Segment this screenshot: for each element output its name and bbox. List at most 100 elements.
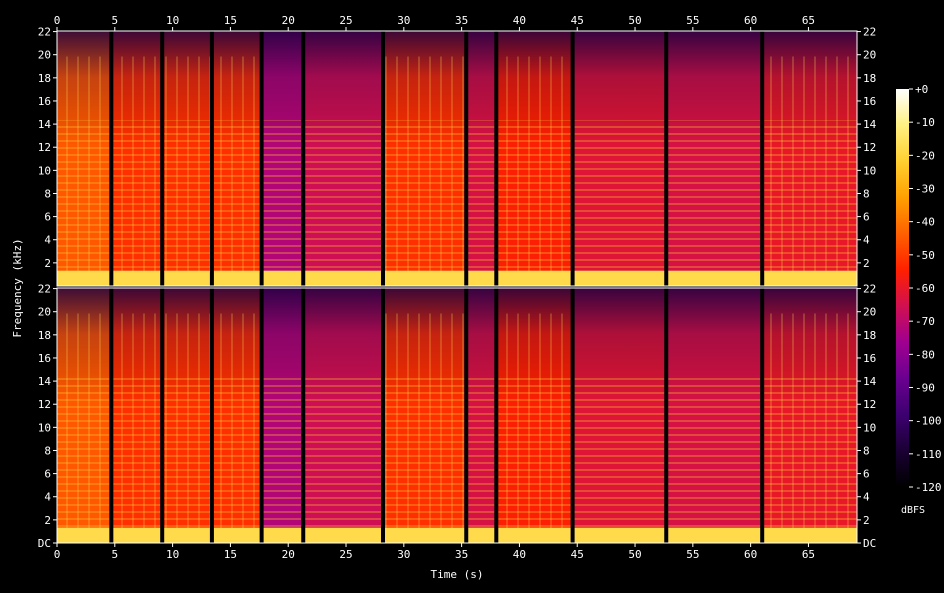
segment-transients [111, 313, 163, 543]
y-tick-label-right: 18 [863, 329, 876, 342]
silence-gap-2-9 [570, 288, 575, 543]
silence-gap-2-1 [109, 288, 114, 543]
x-tick-label-top: 15 [224, 14, 237, 27]
segment-low-band [762, 527, 857, 543]
segment-low-band [211, 527, 262, 543]
y-tick-label-right: 12 [863, 141, 876, 154]
segment-1-4 [211, 31, 262, 286]
y-tick-label-right: 20 [863, 49, 876, 62]
segment-low-band [162, 270, 212, 286]
y-tick-label-right: 16 [863, 352, 876, 365]
spectrogram-panels [57, 31, 857, 543]
x-axis-bottom: 0 5 10 15 20 25 30 35 40 45 50 55 60 65 [54, 543, 815, 561]
y-tick-label-left: DC [38, 537, 51, 550]
segment-harmonics [466, 377, 497, 543]
colorbar-tick-label: -100 [915, 415, 942, 428]
segment-low-band [261, 527, 304, 543]
segment-low-band [261, 270, 304, 286]
segment-transients [111, 56, 163, 286]
segment-low-band [383, 527, 467, 543]
x-axis-top: 0 5 10 15 20 25 30 35 40 45 50 55 60 65 [54, 14, 815, 31]
y-tick-label-right: 14 [863, 375, 877, 388]
silence-gap-1-8 [494, 31, 499, 286]
y-tick-label-left: 16 [38, 95, 51, 108]
silence-gap-1-10 [664, 31, 669, 286]
segment-1-7 [383, 31, 467, 286]
y-tick-label-left: 6 [44, 211, 51, 224]
y-tick-label-right: 14 [863, 118, 877, 131]
segment-low-band [762, 270, 857, 286]
x-tick-label-top: 25 [339, 14, 352, 27]
segment-2-4 [211, 288, 262, 543]
segment-1-2 [111, 31, 163, 286]
segment-transients [762, 313, 857, 543]
y-tick-label-right: 22 [863, 283, 876, 296]
y-tick-label-left: 20 [38, 306, 51, 319]
segment-transients [211, 313, 262, 543]
segment-transients [762, 56, 857, 286]
colorbar-tick-label: -20 [915, 149, 935, 162]
segment-low-band [162, 527, 212, 543]
x-tick-label-top: 35 [455, 14, 468, 27]
segment-low-band [466, 270, 497, 286]
segment-low-band [57, 270, 112, 286]
colorbar: +0 -10 -20 -30 -40 -50 -60 -70 -80 -90 -100 -110 -12… [896, 83, 942, 516]
segment-1-10 [572, 31, 667, 286]
colorbar-tick-label: -50 [915, 249, 935, 262]
silence-gap-2-4 [259, 288, 264, 543]
x-tick-label-bottom: 25 [339, 548, 352, 561]
segment-transients [496, 56, 573, 286]
segment-2-5 [261, 288, 304, 543]
segment-2-7 [383, 288, 467, 543]
silence-gap-2-10 [664, 288, 669, 543]
segment-low-band [211, 270, 262, 286]
segment-transients [162, 313, 212, 543]
y-tick-label-right: DC [863, 537, 876, 550]
x-tick-label-bottom: 0 [54, 548, 61, 561]
x-tick-label-top: 60 [744, 14, 757, 27]
y-tick-label-right: 22 [863, 26, 876, 39]
silence-gap-1-6 [381, 31, 386, 286]
y-tick-label-right: 12 [863, 398, 876, 411]
x-tick-label-top: 40 [513, 14, 526, 27]
colorbar-tick-label: -90 [915, 382, 935, 395]
y-tick-label-right: 18 [863, 72, 876, 85]
segment-transients [57, 56, 112, 286]
panel-border-2 [56, 287, 858, 544]
x-tick-label-top: 45 [571, 14, 584, 27]
segment-harmonics [572, 120, 667, 286]
silence-gap-1-5 [301, 31, 306, 286]
segment-2-11 [666, 288, 763, 543]
segment-2-3 [162, 288, 212, 543]
segment-low-band [111, 270, 163, 286]
y-tick-label-left: 10 [38, 421, 51, 434]
x-tick-label-bottom: 40 [513, 548, 526, 561]
silence-gap-2-3 [209, 288, 214, 543]
segment-1-8 [466, 31, 497, 286]
y-tick-label-left: 8 [44, 187, 51, 200]
segment-low-band [466, 527, 497, 543]
colorbar-tick-label: -10 [915, 116, 935, 129]
x-tick-label-bottom: 65 [802, 548, 815, 561]
segment-2-10 [572, 288, 667, 543]
segment-low-band [666, 527, 763, 543]
colorbar-ticks: +0 -10 -20 -30 -40 -50 -60 -70 -80 -90 -100 -110 -12… [909, 83, 942, 494]
x-tick-label-bottom: 50 [628, 548, 641, 561]
segment-harmonics [666, 120, 763, 286]
silence-gap-1-7 [464, 31, 469, 286]
x-tick-label-top: 65 [802, 14, 815, 27]
segment-low-band [496, 527, 573, 543]
y-tick-label-left: 2 [44, 257, 51, 270]
y-tick-label-left: 14 [38, 375, 52, 388]
x-tick-label-bottom: 5 [111, 548, 118, 561]
segment-harmonics [303, 377, 384, 543]
y-tick-label-right: 6 [863, 468, 870, 481]
y-tick-label-left: 16 [38, 352, 51, 365]
segment-2-8 [466, 288, 497, 543]
x-tick-label-top: 55 [686, 14, 699, 27]
segment-transients [383, 56, 467, 286]
y-tick-label-left: 2 [44, 514, 51, 527]
panel-border-1 [56, 30, 858, 287]
x-tick-label-bottom: 15 [224, 548, 237, 561]
x-tick-label-top: 20 [282, 14, 295, 27]
